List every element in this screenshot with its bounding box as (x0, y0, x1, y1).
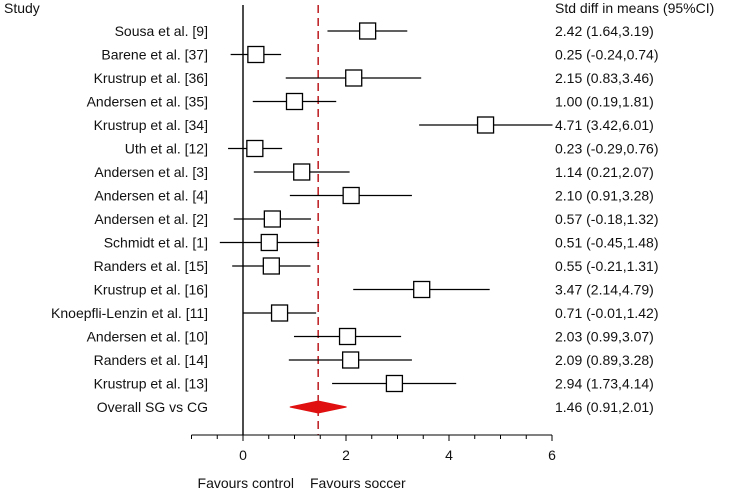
study-label: Krustrup et al. [36] (94, 70, 208, 86)
study-effect-text: 4.71 (3.42,6.01) (555, 117, 654, 133)
study-point-box (358, 22, 377, 40)
study-point-box (247, 45, 265, 64)
study-label: Andersen et al. [4] (94, 188, 208, 204)
study-label: Krustrup et al. [16] (94, 282, 208, 298)
study-effect-text: 2.42 (1.64,3.19) (555, 23, 654, 39)
study-point-box (342, 186, 360, 205)
study-effect-text: 0.57 (-0.18,1.32) (555, 211, 659, 227)
study-label: Uth et al. [12] (125, 141, 208, 157)
study-label: Andersen et al. [2] (94, 211, 208, 227)
study-effect-text: 1.14 (0.21,2.07) (555, 164, 654, 180)
study-label: Schmidt et al. [1] (104, 235, 208, 251)
study-point-box (263, 210, 282, 228)
overall-label: Overall SG vs CG (97, 399, 208, 415)
study-point-box (293, 163, 311, 181)
study-label: Randers et al. [14] (94, 352, 208, 368)
study-label: Andersen et al. [10] (87, 329, 208, 345)
study-point-box (413, 280, 431, 299)
study-point-box (341, 351, 360, 369)
study-point-box (476, 116, 495, 134)
study-point-box (285, 92, 304, 111)
favours-soccer-label: Favours soccer (310, 475, 406, 491)
overall-diamond (289, 400, 347, 414)
x-tick-label: 2 (342, 447, 350, 463)
effect-column-header: Std diff in means (95%CI) (555, 0, 714, 16)
study-point-box (270, 304, 289, 322)
plot-area: 0 2 4 6 Sousa et al. [9] 2.42 (1.64,3.19) Bare… (51, 5, 659, 463)
study-effect-text: 1.00 (0.19,1.81) (555, 94, 654, 110)
study-column-header: Study (4, 0, 40, 16)
study-effect-text: 2.09 (0.89,3.28) (555, 352, 654, 368)
study-label: Andersen et al. [35] (87, 94, 208, 110)
study-effect-text: 2.15 (0.83,3.46) (555, 70, 654, 86)
study-label: Knoepfli-Lenzin et al. [11] (51, 305, 208, 321)
study-effect-text: 2.10 (0.91,3.28) (555, 188, 654, 204)
study-effect-text: 0.23 (-0.29,0.76) (555, 141, 659, 157)
study-label: Sousa et al. [9] (115, 23, 208, 39)
study-point-box (262, 257, 280, 275)
x-tick-label: 4 (445, 447, 453, 463)
study-label: Krustrup et al. [34] (94, 117, 208, 133)
x-tick-label: 6 (548, 447, 556, 463)
study-point-box (260, 233, 278, 252)
study-label: Andersen et al. [3] (94, 164, 208, 180)
study-point-box (345, 69, 363, 87)
study-effect-text: 3.47 (2.14,4.79) (555, 282, 654, 298)
study-label: Randers et al. [15] (94, 258, 208, 274)
favours-control-label: Favours control (198, 475, 294, 491)
study-label: Barene et al. [37] (101, 47, 208, 63)
study-effect-text: 0.25 (-0.24,0.74) (555, 47, 659, 63)
study-label: Krustrup et al. [13] (94, 376, 208, 392)
study-effect-text: 2.03 (0.99,3.07) (555, 329, 654, 345)
overall-effect-text: 1.46 (0.91,2.01) (555, 399, 654, 415)
study-effect-text: 0.51 (-0.45,1.48) (555, 235, 659, 251)
study-effect-text: 0.71 (-0.01,1.42) (555, 305, 659, 321)
study-effect-text: 0.55 (-0.21,1.31) (555, 258, 659, 274)
study-effect-text: 2.94 (1.73,4.14) (555, 376, 654, 392)
x-tick-label: 0 (239, 447, 247, 463)
study-point-box (385, 374, 404, 393)
study-point-box (246, 139, 264, 158)
study-point-box (338, 327, 357, 346)
